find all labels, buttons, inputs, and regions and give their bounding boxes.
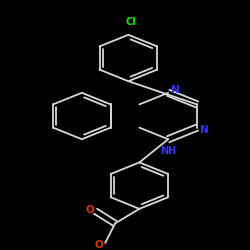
Text: N: N bbox=[171, 85, 180, 95]
Text: O: O bbox=[95, 240, 104, 250]
Text: N: N bbox=[200, 125, 209, 135]
Text: Cl: Cl bbox=[126, 18, 136, 28]
Text: O: O bbox=[85, 205, 94, 215]
Text: NH: NH bbox=[160, 146, 176, 156]
